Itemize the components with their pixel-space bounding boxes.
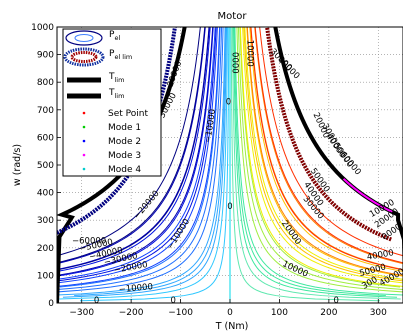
contour-label: 0000 (229, 52, 239, 74)
legend-label: Mode 2 (108, 137, 141, 147)
contour-label: 0 (334, 296, 339, 306)
contour-line (57, 27, 221, 287)
y-tick-label: 300 (37, 216, 54, 226)
y-axis-label: w (rad/s) (12, 144, 23, 186)
x-tick-label: −200 (119, 308, 144, 318)
contour-line (57, 27, 211, 272)
power-limit-curve (265, 27, 392, 242)
x-tick-label: −100 (168, 308, 193, 318)
y-tick-label: 500 (37, 161, 54, 171)
contour-line (250, 27, 403, 271)
legend-marker (65, 30, 103, 46)
legend-label: Mode 4 (108, 165, 141, 175)
mode-3-curve (342, 178, 393, 213)
legend-label: Pel (109, 30, 120, 42)
contour-line (57, 27, 210, 270)
legend-marker (82, 167, 86, 171)
axis-ticks: −300 −200 −100 0 100 200 300 0 100 200 300 400 500 60… (31, 23, 387, 318)
legend-marker (82, 111, 86, 115)
contour-line (57, 27, 217, 282)
y-tick-label: 200 (37, 244, 54, 254)
legend-marker (70, 51, 98, 63)
legend-label: Mode 3 (108, 151, 141, 161)
legend-marker (82, 153, 86, 157)
contour-label: −10000 (118, 282, 153, 295)
contour-line (57, 27, 218, 284)
y-tick-label: 100 (37, 271, 54, 281)
contour-line (57, 27, 223, 291)
y-tick-label: 900 (37, 51, 54, 61)
contour-line (236, 27, 403, 293)
contour-line (59, 27, 221, 288)
legend-label: Set Point (108, 109, 148, 119)
contour-line (57, 27, 226, 296)
contour-line (231, 27, 401, 300)
contour-label: 0 (170, 296, 175, 306)
contour-line (57, 27, 201, 257)
contour-line (254, 27, 403, 264)
y-tick-label: 1000 (31, 23, 54, 33)
contour-label: −10000 (203, 108, 218, 143)
contour-line (233, 27, 386, 297)
contour-label: 0 (94, 296, 99, 306)
contour-line (57, 27, 206, 264)
contour-line (239, 27, 403, 287)
legend-marker (74, 34, 94, 42)
contour-line (232, 27, 398, 298)
x-tick-label: 100 (271, 308, 288, 318)
contour-label: 0 (227, 202, 232, 212)
contour-label: 40000 (366, 248, 394, 263)
y-tick-label: 0 (48, 299, 54, 309)
legend-marker (63, 47, 105, 67)
x-axis-label: T (Nm) (215, 321, 249, 331)
contour-line (243, 27, 403, 282)
contour-lines (57, 27, 403, 303)
contour-label: 10000 (244, 40, 254, 67)
x-tick-label: 0 (227, 308, 233, 318)
contour-line (239, 27, 401, 288)
contour-line (242, 27, 403, 284)
legend-marker (82, 125, 86, 129)
mode-2-curve (57, 27, 177, 235)
contour-line (254, 27, 403, 265)
contour-line (244, 27, 403, 280)
y-tick-label: 800 (37, 78, 54, 88)
contour-label: 0 (226, 97, 231, 107)
y-tick-label: 400 (37, 189, 54, 199)
contour-line (230, 27, 381, 302)
x-tick-label: 200 (320, 308, 337, 318)
contour-line (79, 27, 230, 302)
contour-label: −60000 (72, 237, 106, 247)
x-tick-label: −300 (69, 308, 94, 318)
y-tick-label: 700 (37, 106, 54, 116)
contour-line (249, 27, 403, 272)
x-tick-label: 300 (370, 308, 387, 318)
contour-line (237, 27, 403, 291)
contour-line (74, 27, 227, 297)
contour-line (57, 27, 214, 277)
y-tick-label: 600 (37, 133, 54, 143)
legend-label: Mode 1 (108, 123, 141, 133)
chart-title: Motor (218, 11, 248, 22)
contour-line (57, 27, 216, 280)
contour-line (59, 27, 229, 300)
contour-line (57, 27, 206, 265)
contour-line (234, 27, 403, 296)
contour-line (57, 27, 224, 293)
contour-line (259, 27, 403, 257)
contour-line (246, 27, 403, 276)
contour-line (57, 27, 214, 276)
contour-line (62, 27, 228, 298)
contour-line (246, 27, 403, 277)
legend-marker (82, 139, 86, 143)
